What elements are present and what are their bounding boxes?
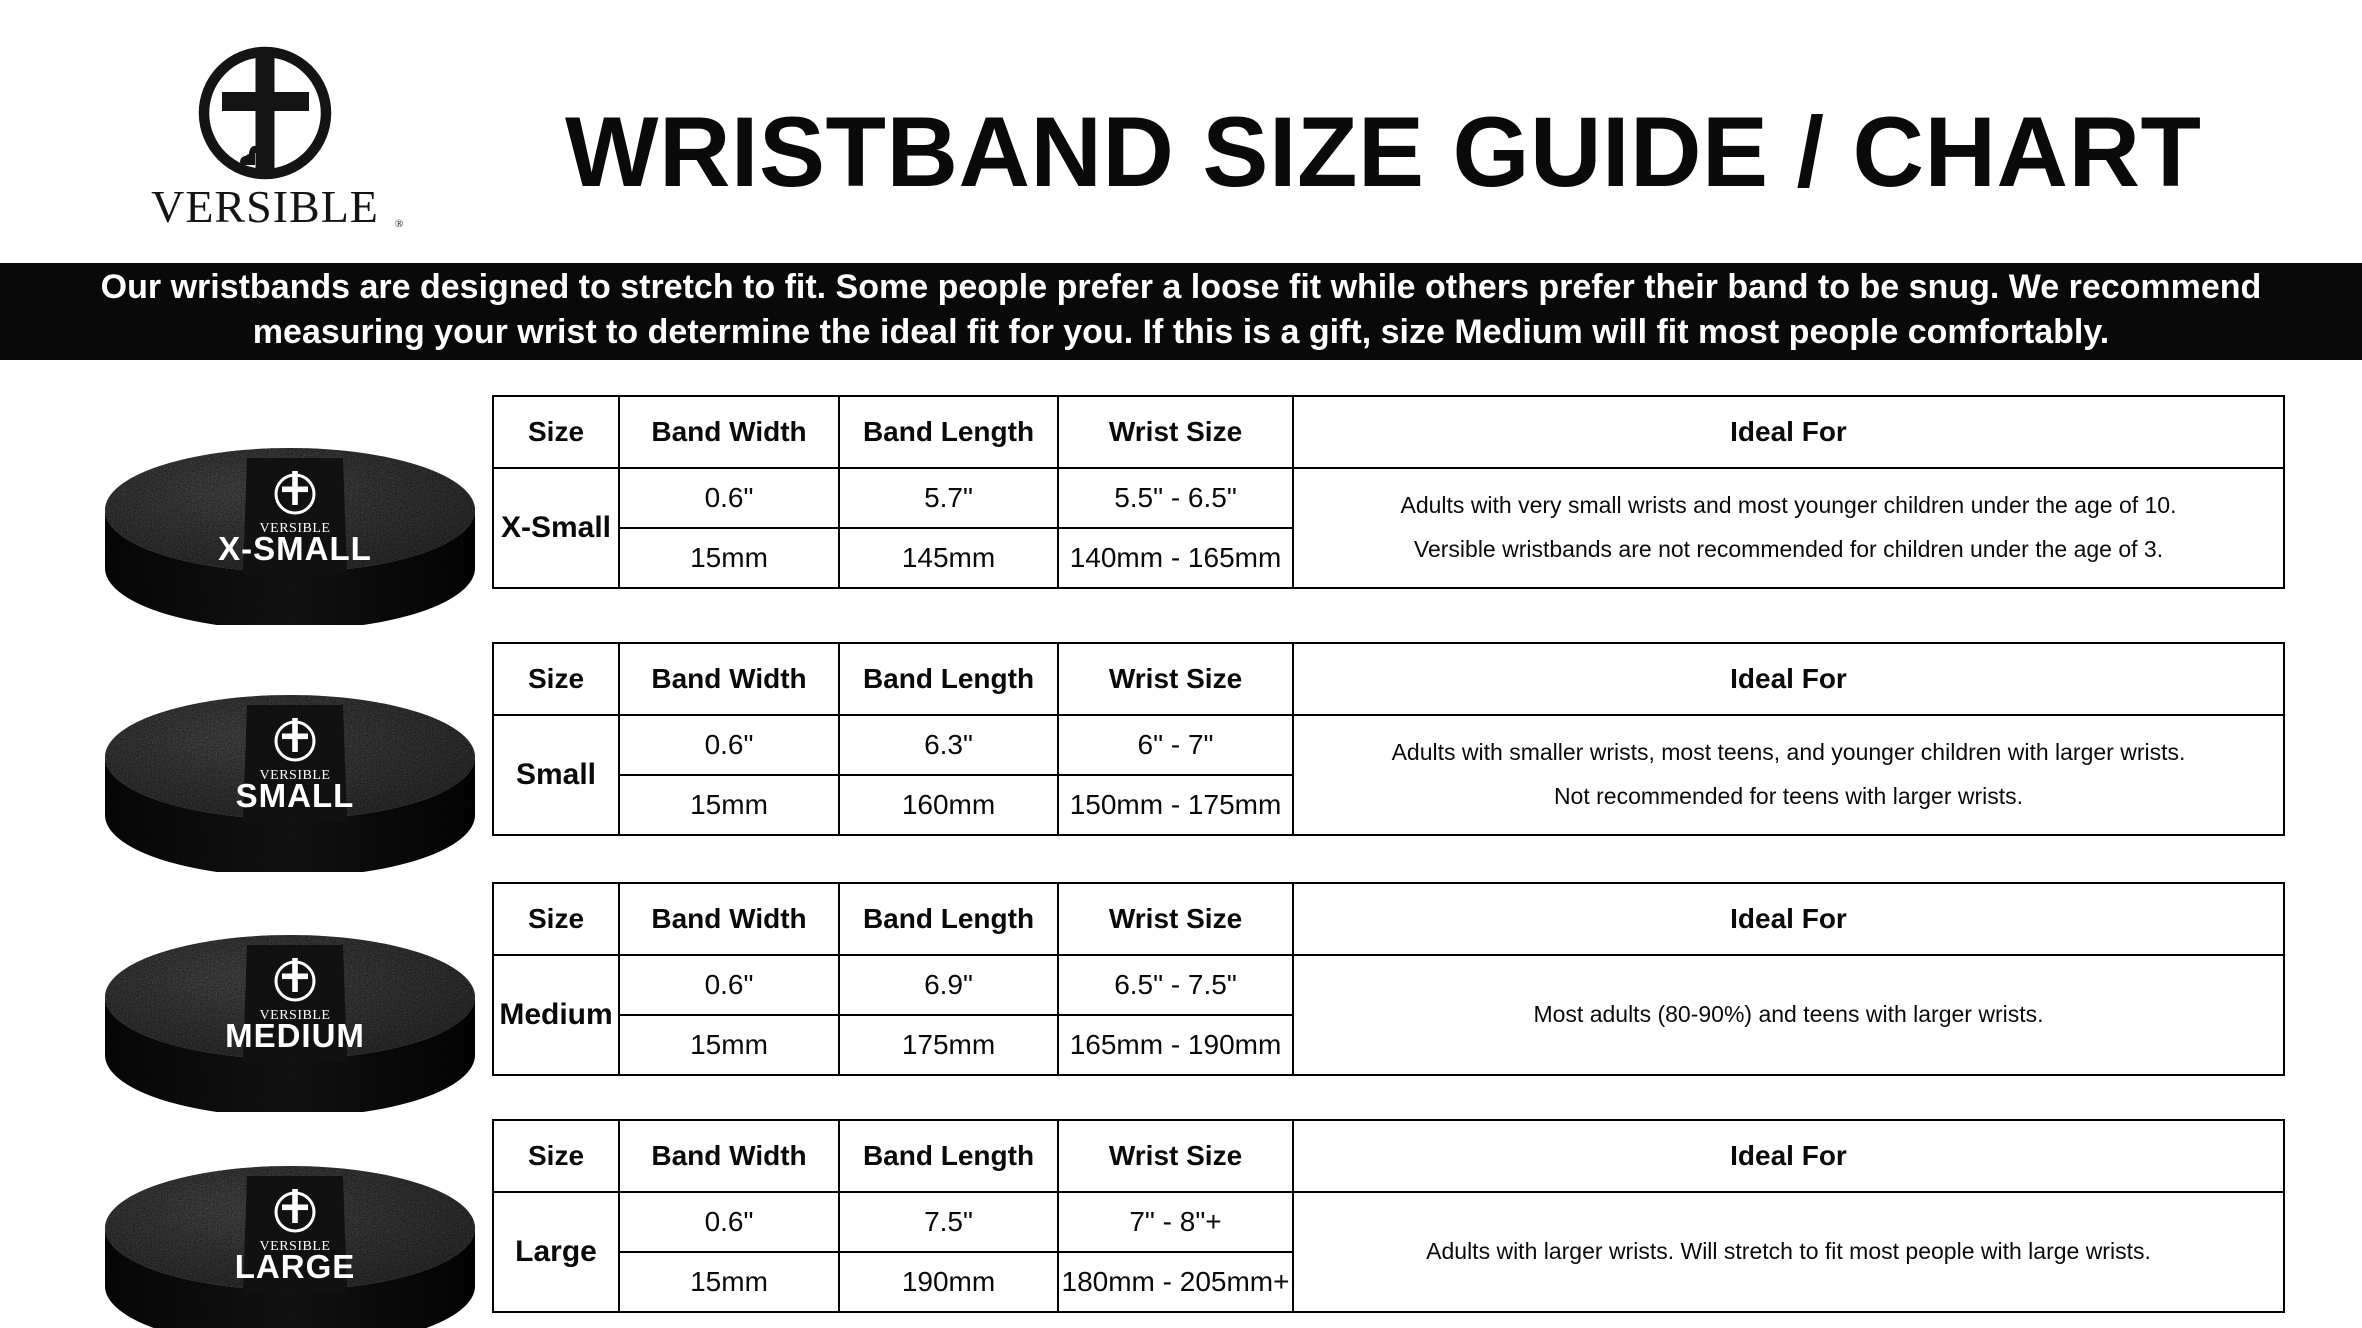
svg-text:MEDIUM: MEDIUM xyxy=(225,1017,365,1054)
svg-text:SMALL: SMALL xyxy=(236,777,355,814)
svg-text:LARGE: LARGE xyxy=(235,1248,356,1285)
svg-text:X-SMALL: X-SMALL xyxy=(218,530,372,567)
svg-text:®: ® xyxy=(395,218,403,230)
svg-text:VERSIBLE: VERSIBLE xyxy=(151,181,379,232)
